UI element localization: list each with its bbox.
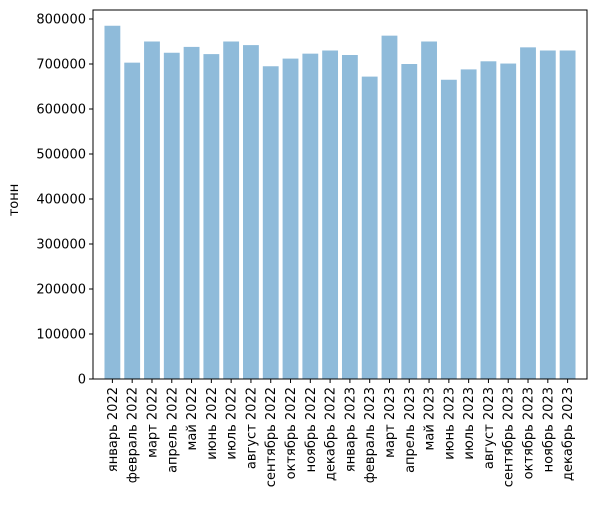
x-tick-label: январь 2022 xyxy=(106,387,121,472)
bar-14 xyxy=(361,76,378,379)
bar-17 xyxy=(421,41,437,379)
x-tick-label: сентябрь 2022 xyxy=(264,387,279,487)
bar-15 xyxy=(381,35,398,380)
bar-5 xyxy=(183,46,200,380)
bar-13 xyxy=(341,55,358,379)
x-tick-label: сентябрь 2023 xyxy=(502,387,517,487)
y-axis-label: тонн xyxy=(7,184,22,217)
x-axis: январь 2022 февраль 2022 март 2022 апрель 2… xyxy=(106,379,576,487)
bar-24 xyxy=(559,50,576,379)
bar-11 xyxy=(302,53,319,380)
bar-22 xyxy=(520,47,536,379)
x-tick-label: май 2022 xyxy=(185,387,200,450)
bar-10 xyxy=(282,58,299,379)
bar-21 xyxy=(500,63,517,380)
x-tick-label: май 2023 xyxy=(423,387,438,450)
bar-18 xyxy=(440,79,457,379)
bar-2 xyxy=(124,62,141,380)
bar-8 xyxy=(243,45,259,379)
bar-16 xyxy=(401,64,418,379)
x-tick-label: июнь 2023 xyxy=(442,387,457,460)
y-tick-label: 600000 xyxy=(36,103,86,118)
bar-6 xyxy=(203,54,220,379)
x-tick-label: декабрь 2022 xyxy=(324,387,339,481)
bar-3 xyxy=(144,41,160,379)
bar-7 xyxy=(223,41,240,379)
x-tick-label: август 2023 xyxy=(482,387,497,469)
bar-19 xyxy=(460,69,477,380)
y-tick-label: 700000 xyxy=(36,58,86,73)
x-tick-label: апрель 2023 xyxy=(403,387,418,473)
x-tick-label: март 2023 xyxy=(383,387,398,458)
y-tick-label: 400000 xyxy=(36,193,86,208)
y-tick-label: 800000 xyxy=(36,13,86,28)
bar-12 xyxy=(322,50,339,379)
bar-23 xyxy=(539,50,556,379)
x-tick-label: ноябрь 2023 xyxy=(541,387,556,472)
y-tick-label: 200000 xyxy=(36,283,86,298)
x-tick-label: август 2022 xyxy=(244,387,259,469)
bar-4 xyxy=(163,52,180,379)
bars-group xyxy=(104,25,576,380)
x-tick-label: декабрь 2023 xyxy=(561,387,576,481)
x-tick-label: июль 2023 xyxy=(462,387,477,460)
x-tick-label: февраль 2022 xyxy=(126,387,141,483)
bar-20 xyxy=(480,61,497,380)
x-tick-label: март 2022 xyxy=(145,387,160,458)
y-tick-label: 300000 xyxy=(36,238,86,253)
x-tick-label: апрель 2022 xyxy=(165,387,180,473)
x-tick-label: июнь 2022 xyxy=(205,387,220,460)
plot-frame xyxy=(92,9,588,380)
y-tick-label: 100000 xyxy=(36,328,86,343)
y-tick-label: 0 xyxy=(78,373,86,388)
x-tick-label: июль 2022 xyxy=(225,387,240,460)
x-tick-label: октябрь 2023 xyxy=(522,387,537,479)
bar-9 xyxy=(262,66,279,379)
bar-1 xyxy=(104,25,121,379)
x-tick-label: январь 2023 xyxy=(343,387,358,472)
x-tick-label: октябрь 2022 xyxy=(284,387,299,479)
x-tick-label: февраль 2023 xyxy=(363,387,378,483)
y-axis: 0 100000 200000 300000 400000 500000 600000 700… xyxy=(36,13,93,388)
x-tick-label: ноябрь 2022 xyxy=(304,387,319,472)
y-tick-label: 500000 xyxy=(36,148,86,163)
